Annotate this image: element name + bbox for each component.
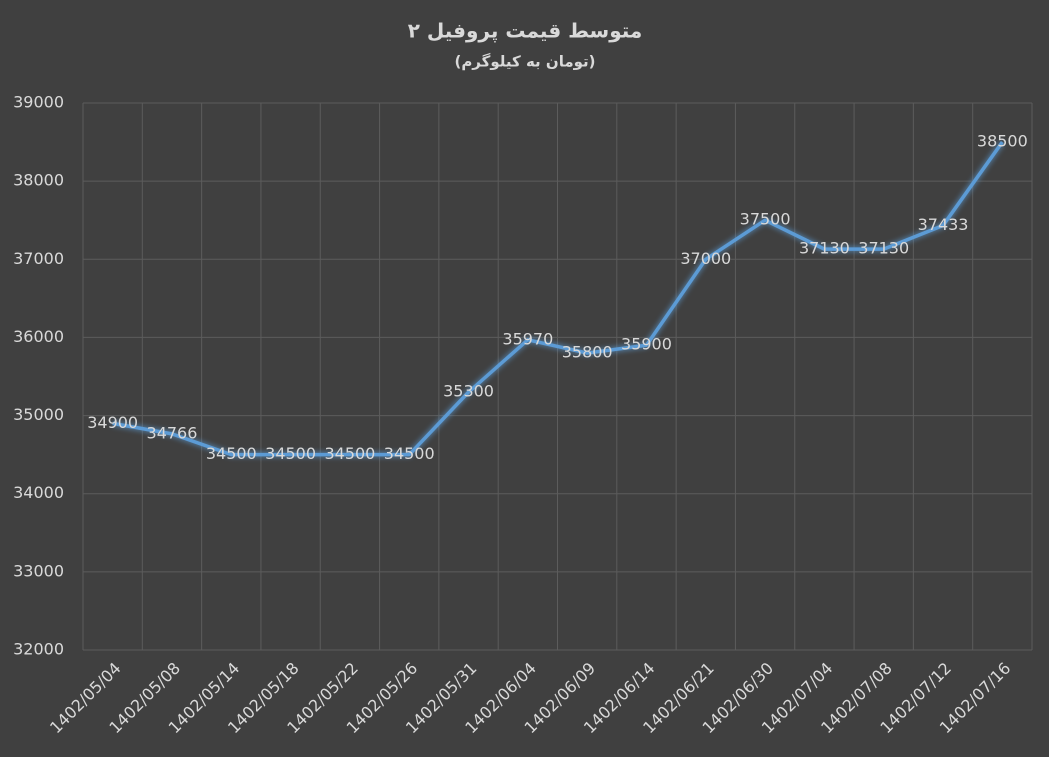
data-label: 37130 <box>799 239 850 258</box>
data-label: 34900 <box>87 413 138 432</box>
y-tick-label: 35000 <box>13 405 64 424</box>
y-tick-label: 33000 <box>13 561 64 580</box>
data-label: 35970 <box>502 329 553 348</box>
data-label: 37000 <box>680 249 731 268</box>
data-label: 35300 <box>443 382 494 401</box>
data-label: 34500 <box>324 444 375 463</box>
data-label: 37130 <box>858 239 909 258</box>
y-tick-label: 36000 <box>13 327 64 346</box>
data-label: 34766 <box>147 423 198 442</box>
chart-subtitle: (تومان به کیلوگرم) <box>454 53 595 71</box>
data-label: 37433 <box>918 215 969 234</box>
y-tick-label: 32000 <box>13 640 64 659</box>
y-tick-label: 38000 <box>13 171 64 190</box>
y-tick-label: 37000 <box>13 249 64 268</box>
data-label: 35800 <box>562 343 613 362</box>
data-label: 34500 <box>384 444 435 463</box>
data-label: 35900 <box>621 335 672 354</box>
data-label: 38500 <box>977 132 1028 151</box>
data-label: 34500 <box>265 444 316 463</box>
y-tick-label: 34000 <box>13 483 64 502</box>
chart-title: متوسط قیمت پروفیل ۲ <box>408 19 643 44</box>
line-series <box>112 141 1004 457</box>
data-label: 37500 <box>740 210 791 229</box>
data-label: 34500 <box>206 444 257 463</box>
y-tick-label: 39000 <box>13 93 64 112</box>
